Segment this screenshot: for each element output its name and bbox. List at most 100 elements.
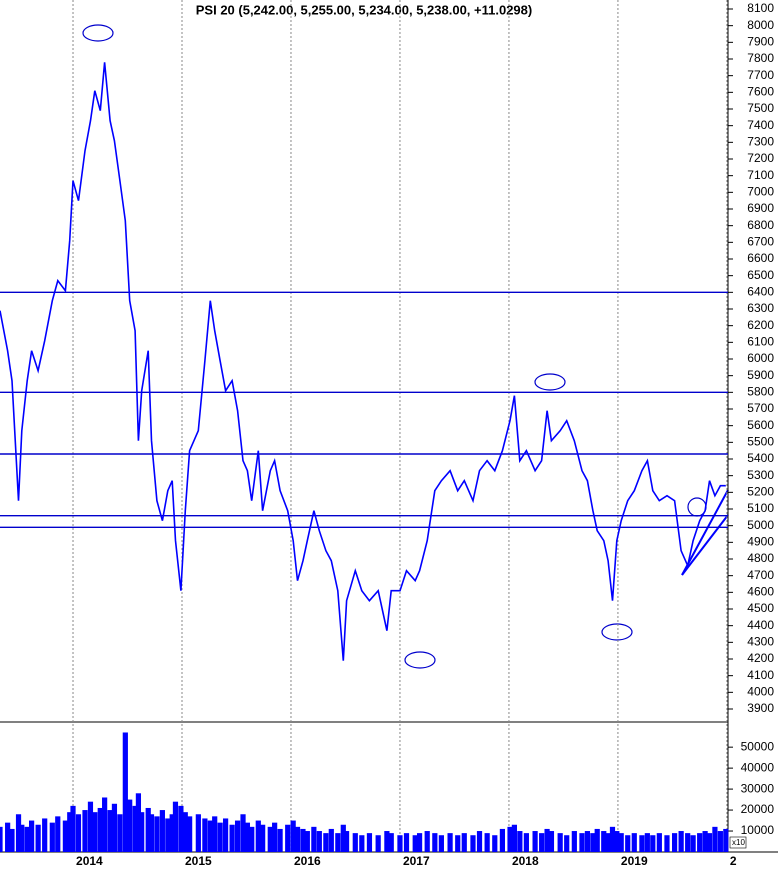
y-tick-label: 40000 <box>741 760 775 774</box>
y-tick-label: 7300 <box>747 135 774 149</box>
volume-bar <box>517 831 523 852</box>
volume-bar <box>132 805 138 852</box>
volume-bar <box>217 822 223 852</box>
volume-bar <box>107 810 113 852</box>
volume-bar <box>267 826 273 852</box>
y-tick-label: 7600 <box>747 85 774 99</box>
volume-bar <box>178 805 184 852</box>
volume-bar <box>618 833 624 852</box>
volume-bar <box>594 828 600 852</box>
volume-bar <box>304 831 310 852</box>
volume-bar <box>234 820 241 852</box>
y-tick-label: 4300 <box>747 635 774 649</box>
x-tick-label: 2017 <box>403 854 430 868</box>
volume-bar <box>571 831 577 852</box>
volume-bar <box>375 835 381 852</box>
volume-bar <box>678 831 684 852</box>
y-tick-label: 6400 <box>747 285 774 299</box>
volume-bar <box>212 816 218 852</box>
volume-bar <box>249 826 255 852</box>
volume-bar <box>272 822 278 852</box>
volume-bar <box>294 826 301 852</box>
volume-bar <box>154 816 160 852</box>
volume-bar <box>470 835 476 852</box>
volume-bar <box>82 810 88 852</box>
volume-bar <box>601 831 607 852</box>
volume-bar <box>0 826 3 852</box>
volume-bar <box>352 833 358 852</box>
y-tick-label: 6300 <box>747 301 774 315</box>
volume-bar <box>544 828 550 852</box>
volume-bar <box>455 835 461 852</box>
volume-bar <box>723 828 729 852</box>
volume-bar <box>625 835 631 852</box>
volume-bar <box>335 833 341 852</box>
volume-bar <box>664 835 670 852</box>
volume-bar <box>388 833 394 852</box>
trend-line <box>681 489 729 576</box>
bear-icon <box>534 373 566 391</box>
volume-bar <box>19 824 25 852</box>
volume-bar <box>438 835 444 852</box>
volume-bar <box>631 833 637 852</box>
volume-bar <box>671 833 678 852</box>
volume-bar <box>244 822 250 852</box>
y-tick-label: 6100 <box>747 335 774 349</box>
volume-bar <box>359 835 365 852</box>
multiplier-box <box>729 836 747 849</box>
y-tick-label: 4200 <box>747 651 774 665</box>
y-tick-label: 6200 <box>747 318 774 332</box>
volume-bar <box>690 835 696 852</box>
volume-bar <box>650 835 656 852</box>
y-tick-label: 6700 <box>747 235 774 249</box>
y-tick-label: 5100 <box>747 501 774 515</box>
volume-bar <box>564 835 570 852</box>
volume-bar <box>343 831 350 852</box>
volume-bar <box>5 822 11 852</box>
volume-bar <box>165 818 171 852</box>
volume-bar <box>461 833 467 852</box>
volume-bar <box>656 833 662 852</box>
volume-bar <box>366 833 373 852</box>
y-tick-label: 4100 <box>747 668 774 682</box>
volume-bar <box>476 831 483 852</box>
y-tick-label: 3900 <box>747 701 774 715</box>
y-tick-label: 7900 <box>747 35 774 49</box>
volume-bar <box>328 828 334 852</box>
volume-bar <box>416 833 423 852</box>
y-tick-label: 5400 <box>747 451 774 465</box>
x-tick-label: 2018 <box>512 854 539 868</box>
volume-bar <box>202 818 208 852</box>
volume-bar <box>316 831 322 852</box>
volume-bar <box>29 820 35 852</box>
y-tick-label: 4500 <box>747 601 774 615</box>
y-tick-label: 4900 <box>747 535 774 549</box>
y-tick-label: 7700 <box>747 68 774 82</box>
y-tick-label: 5200 <box>747 485 774 499</box>
y-tick-label: 6800 <box>747 218 774 232</box>
volume-bar <box>260 824 266 852</box>
y-tick-label: 7200 <box>747 151 774 165</box>
volume-bar <box>222 818 229 852</box>
volume-bar <box>579 833 585 852</box>
volume-bar <box>159 810 165 852</box>
volume-bar <box>240 814 246 852</box>
multiplier-label: x10 <box>732 838 745 847</box>
volume-bar <box>492 835 498 852</box>
volume-bar <box>609 826 616 852</box>
volume-bar <box>195 814 201 852</box>
y-tick-label: 5800 <box>747 385 774 399</box>
price-line <box>0 62 726 661</box>
y-tick-label: 6600 <box>747 251 774 265</box>
y-tick-label: 5600 <box>747 418 774 432</box>
y-tick-label: 30000 <box>741 781 775 795</box>
volume-bar <box>697 833 703 852</box>
volume-bar <box>49 822 55 852</box>
y-tick-label: 4600 <box>747 585 774 599</box>
annotations <box>82 24 729 669</box>
volume-bar <box>614 831 620 852</box>
volume-bar <box>590 833 596 852</box>
volume-bar <box>499 828 506 852</box>
volume-bar <box>122 732 128 852</box>
